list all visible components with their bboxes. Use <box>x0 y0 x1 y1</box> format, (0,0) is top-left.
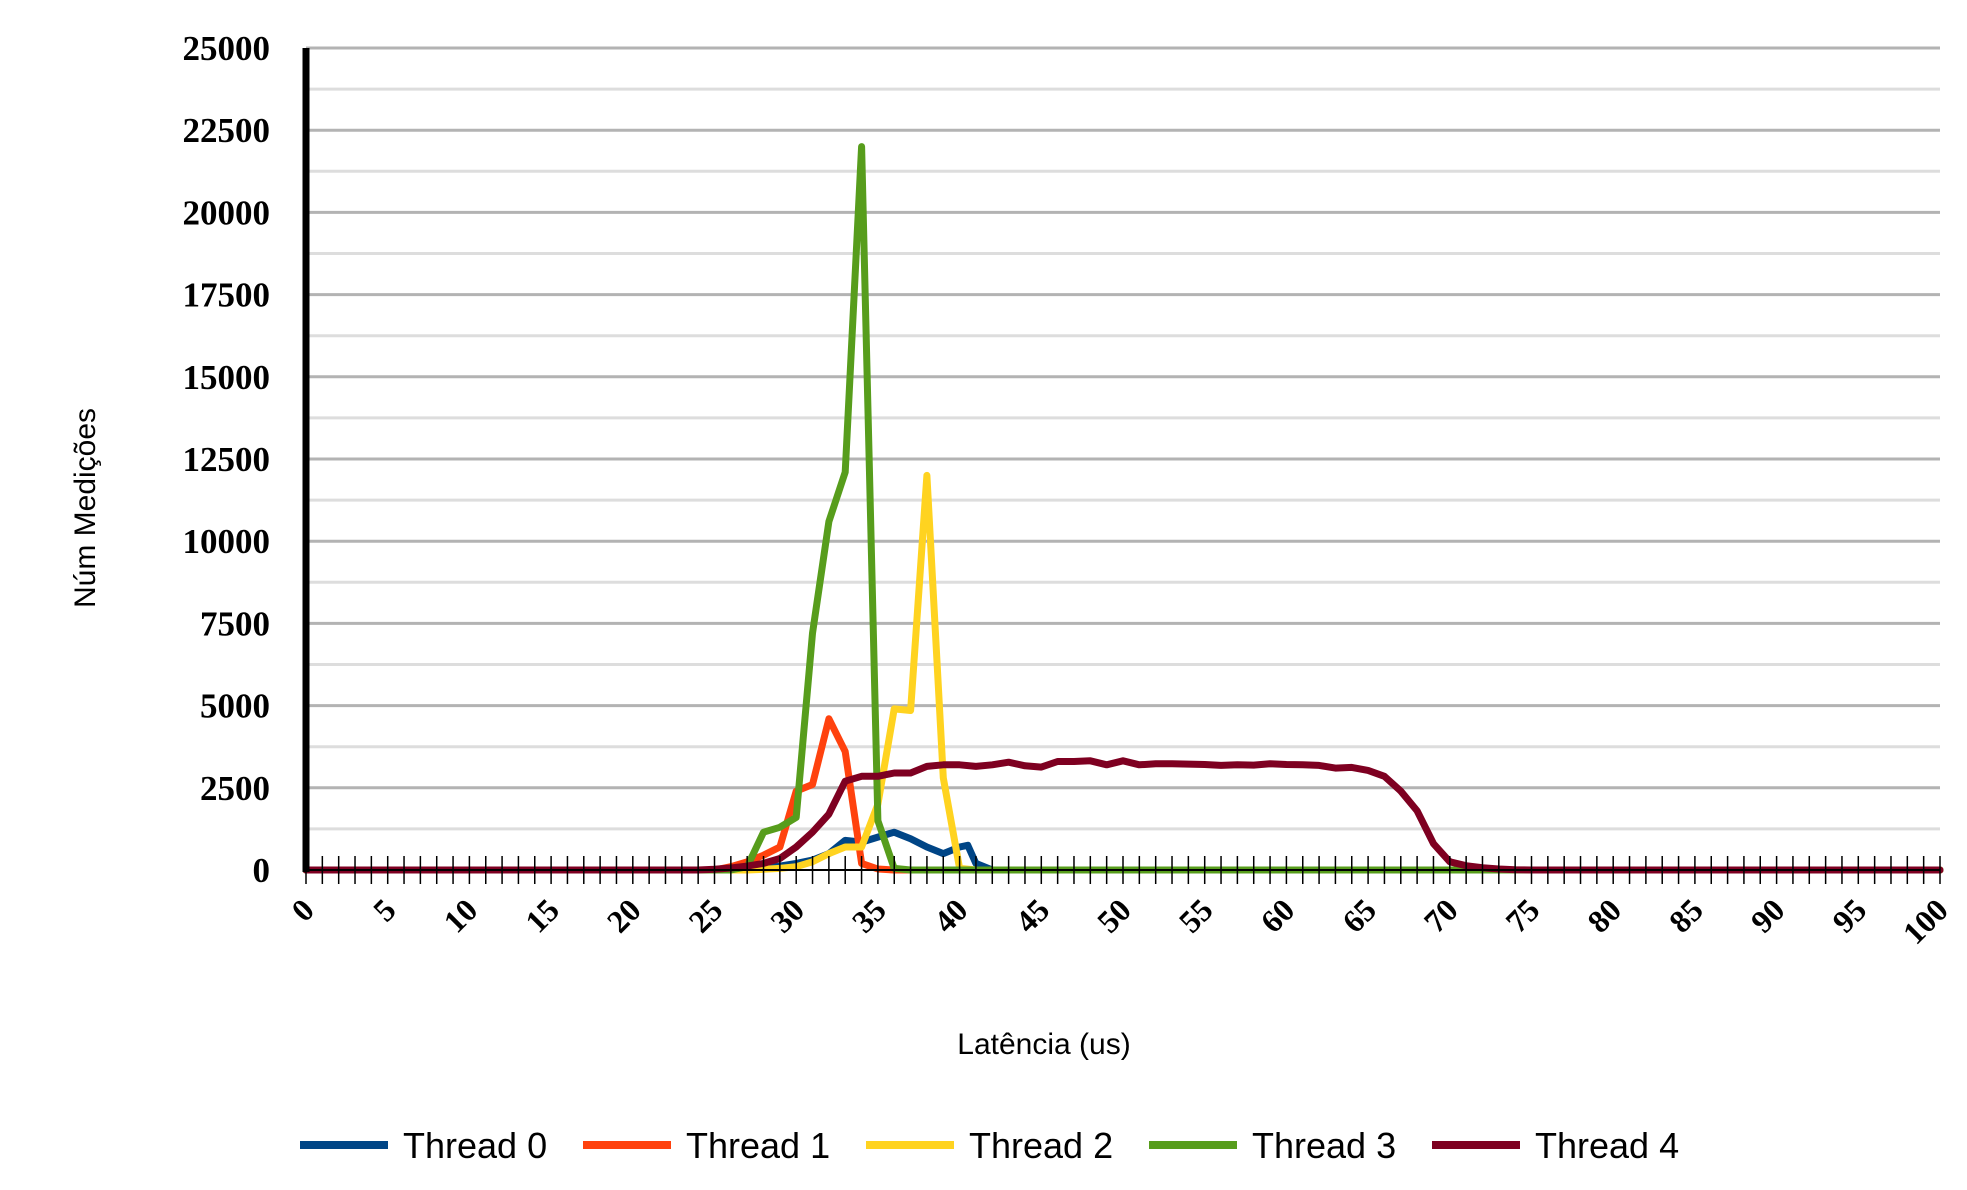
x-tick-labels: 0 5 10 15 20 25 30 35 40 45 50 55 60 65 70 75 80 85 90 95 10… <box>284 891 1955 950</box>
legend-label: Thread 2 <box>969 1125 1113 1166</box>
y-tick-label: 7500 <box>200 604 270 643</box>
x-tick-label: 15 <box>518 891 566 939</box>
legend-label: Thread 3 <box>1252 1125 1396 1166</box>
x-tick-label: 70 <box>1417 891 1465 939</box>
y-tick-label: 20000 <box>183 193 271 232</box>
x-tick-label: 10 <box>436 891 484 939</box>
x-tick-label: 5 <box>366 891 403 928</box>
y-tick-label: 5000 <box>200 687 270 726</box>
x-tick-label: 40 <box>926 891 974 939</box>
series-lines <box>302 143 1944 874</box>
y-tick-label: 2500 <box>200 769 270 808</box>
x-tick-label: 50 <box>1090 891 1138 939</box>
x-tick-label: 95 <box>1825 891 1873 939</box>
legend-label: Thread 0 <box>403 1125 547 1166</box>
x-tick-label: 80 <box>1580 891 1628 939</box>
x-tick-label: 90 <box>1743 891 1791 939</box>
axes <box>302 48 1941 884</box>
y-tick-label: 10000 <box>183 522 271 561</box>
x-tick-label: 20 <box>600 891 648 939</box>
legend: Thread 0 Thread 1 Thread 2 Thread 3 Thread 4 <box>300 1125 1679 1166</box>
x-tick-label: 100 <box>1896 891 1955 950</box>
x-tick-label: 30 <box>763 891 811 939</box>
y-tick-label: 25000 <box>183 29 271 68</box>
x-tick-label: 45 <box>1008 891 1056 939</box>
x-tick-label: 65 <box>1335 891 1383 939</box>
y-tick-label: 0 <box>253 851 271 890</box>
y-axis-title: Núm Medições <box>69 408 102 608</box>
grid-lines <box>306 46 1940 831</box>
x-tick-label: 0 <box>284 891 321 928</box>
x-tick-label: 35 <box>845 891 893 939</box>
series-line-thread-4 <box>302 757 1944 874</box>
series-line-thread-3 <box>302 143 1944 874</box>
y-tick-label: 12500 <box>183 440 271 479</box>
legend-label: Thread 4 <box>1535 1125 1679 1166</box>
x-tick-label: 60 <box>1253 891 1301 939</box>
x-tick-label: 85 <box>1662 891 1710 939</box>
x-tick-label: 55 <box>1172 891 1220 939</box>
x-tick-label: 25 <box>681 891 729 939</box>
x-axis-title: Latência (us) <box>957 1028 1130 1061</box>
series-line-thread-1 <box>302 715 1944 874</box>
x-tick-label: 75 <box>1498 891 1546 939</box>
series-line-thread-2 <box>302 471 1944 874</box>
y-tick-label: 15000 <box>183 358 271 397</box>
legend-label: Thread 1 <box>686 1125 830 1166</box>
y-tick-labels: 0 2500 5000 7500 10000 12500 15000 17500 20000 22… <box>183 29 271 890</box>
y-tick-label: 22500 <box>183 111 271 150</box>
y-tick-label: 17500 <box>183 276 271 315</box>
